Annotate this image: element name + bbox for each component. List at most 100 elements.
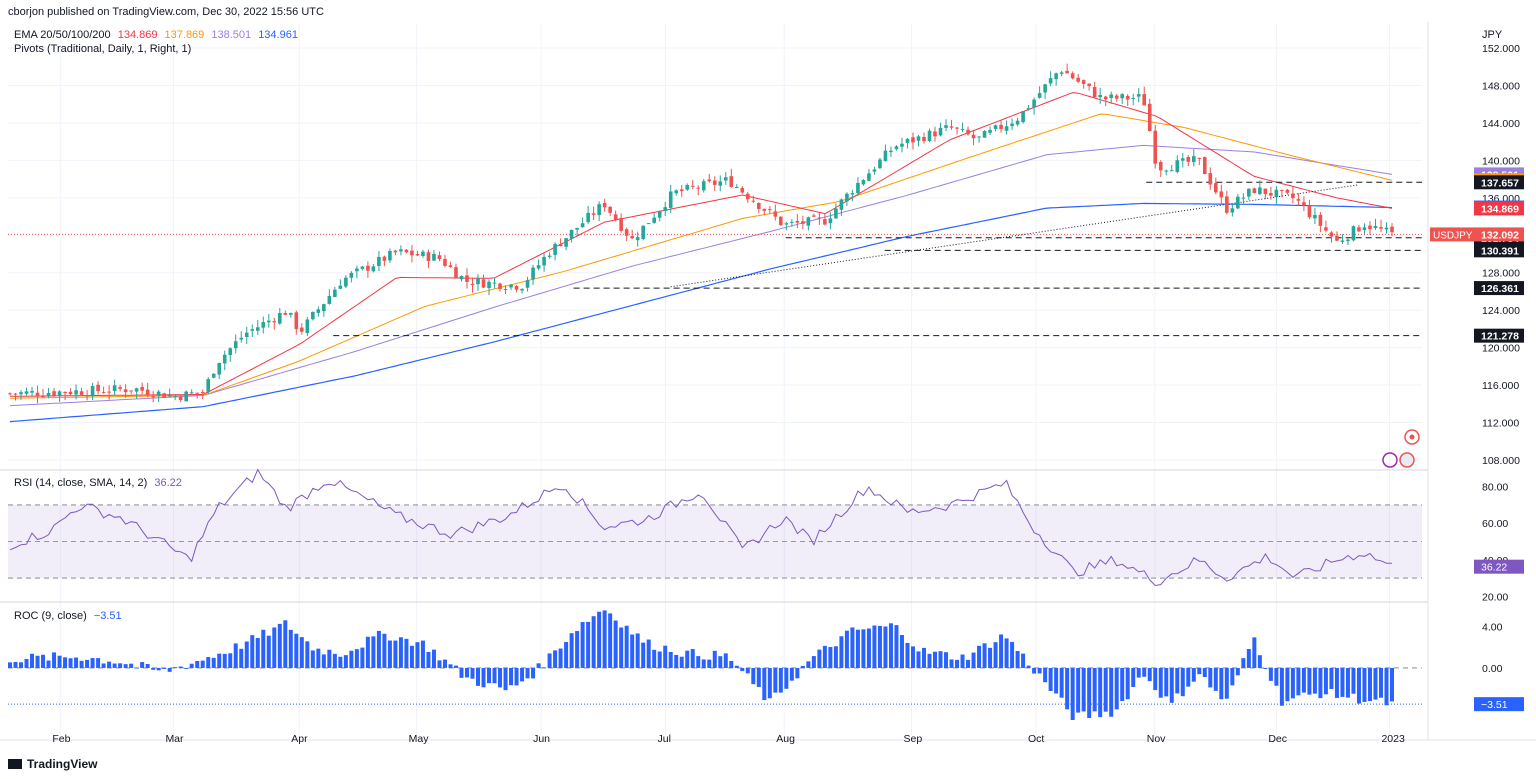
roc-bar [1241, 658, 1246, 668]
candle-up [1258, 187, 1262, 195]
candle-down [966, 129, 970, 135]
candle-up [90, 386, 95, 397]
pivot-value-label: 130.391 [1481, 245, 1519, 257]
roc-bar [630, 634, 635, 668]
roc-bar [1065, 667, 1070, 710]
pivot-value-badge [1474, 281, 1524, 296]
candle-up [377, 256, 381, 266]
roc-bar [349, 650, 354, 668]
candle-up [1037, 93, 1042, 98]
roc-bar [1345, 667, 1350, 698]
roc-bar [1109, 667, 1114, 717]
candle-down [200, 392, 205, 394]
candle-up [580, 223, 585, 228]
candle-up [1120, 94, 1125, 99]
symbol-label: USDJPY [1433, 230, 1473, 241]
candle-up [492, 282, 497, 284]
currency-label: JPY [1482, 29, 1503, 41]
roc-bar [129, 663, 134, 668]
roc-bar [828, 646, 833, 668]
candle-down [63, 391, 67, 394]
candle-up [239, 337, 244, 340]
roc-bar [250, 635, 255, 668]
time-tick-label: Mar [165, 733, 184, 745]
roc-bar [1054, 667, 1059, 694]
candle-up [916, 136, 921, 141]
roc-bar [1208, 667, 1213, 688]
candle-up [977, 136, 981, 138]
candle-up [261, 322, 266, 328]
candle-up [476, 278, 480, 285]
ema20-value: 134.869 [117, 29, 158, 41]
roc-bar [1356, 667, 1361, 704]
candle-down [608, 206, 612, 213]
candle-up [850, 193, 855, 195]
roc-bar [1197, 667, 1202, 675]
candle-up [867, 173, 871, 181]
candle-up [536, 265, 541, 269]
roc-bar [850, 627, 855, 668]
candle-up [1109, 94, 1113, 98]
candle-up [432, 253, 436, 261]
candle-down [729, 176, 734, 187]
roc-bar [1180, 667, 1185, 697]
candle-down [300, 327, 304, 332]
candle-up [718, 181, 723, 186]
rsi-legend: RSI (14, close, SMA, 14, 2) 36.22 [14, 477, 186, 489]
roc-bar [905, 642, 910, 668]
candle-up [1131, 98, 1136, 100]
roc-bar [773, 667, 778, 693]
candle-up [74, 390, 78, 395]
candle-up [828, 218, 833, 224]
roc-bar [162, 667, 167, 669]
roc-bar [365, 636, 370, 668]
candle-up [57, 391, 62, 397]
candle-up [1236, 196, 1240, 209]
roc-bar [734, 665, 739, 668]
roc-bar [1290, 667, 1295, 699]
roc-bar [426, 651, 431, 668]
roc-bar [101, 663, 106, 668]
roc-bar [343, 655, 348, 668]
candle-down [1114, 95, 1119, 99]
candle-up [217, 362, 222, 375]
roc-bar [277, 623, 282, 668]
roc-bar [789, 667, 794, 681]
candle-down [178, 396, 183, 400]
roc-bar [1268, 667, 1273, 681]
candle-up [1247, 188, 1251, 197]
candle-down [712, 180, 717, 185]
candle-down [823, 219, 827, 225]
roc-bar [949, 659, 954, 668]
roc-bar [338, 656, 343, 668]
candle-up [1340, 240, 1345, 242]
roc-bar [200, 660, 205, 668]
roc-bar [988, 647, 993, 668]
candle-down [85, 395, 89, 397]
roc-bar [13, 661, 18, 668]
candle-down [1076, 77, 1080, 82]
roc-bar [833, 646, 838, 668]
candle-up [641, 225, 645, 240]
candle-up [547, 255, 552, 257]
candle-up [938, 127, 943, 136]
candle-up [872, 169, 877, 172]
rsi-value: 36.22 [154, 477, 182, 489]
roc-bar [800, 665, 805, 668]
candle-down [762, 208, 767, 211]
candle-up [569, 229, 574, 239]
roc-bar [564, 641, 569, 668]
candle-down [404, 249, 409, 253]
roc-bar [1378, 667, 1383, 698]
roc-bar [8, 662, 12, 668]
candle-down [1379, 227, 1383, 229]
roc-bar [641, 642, 646, 668]
roc-bar [448, 664, 453, 668]
candle-down [795, 220, 800, 223]
roc-bar [696, 656, 701, 668]
roc-bar [1131, 667, 1136, 687]
candle-down [1302, 202, 1306, 206]
candle-up [635, 237, 640, 241]
candle-down [1158, 161, 1163, 171]
